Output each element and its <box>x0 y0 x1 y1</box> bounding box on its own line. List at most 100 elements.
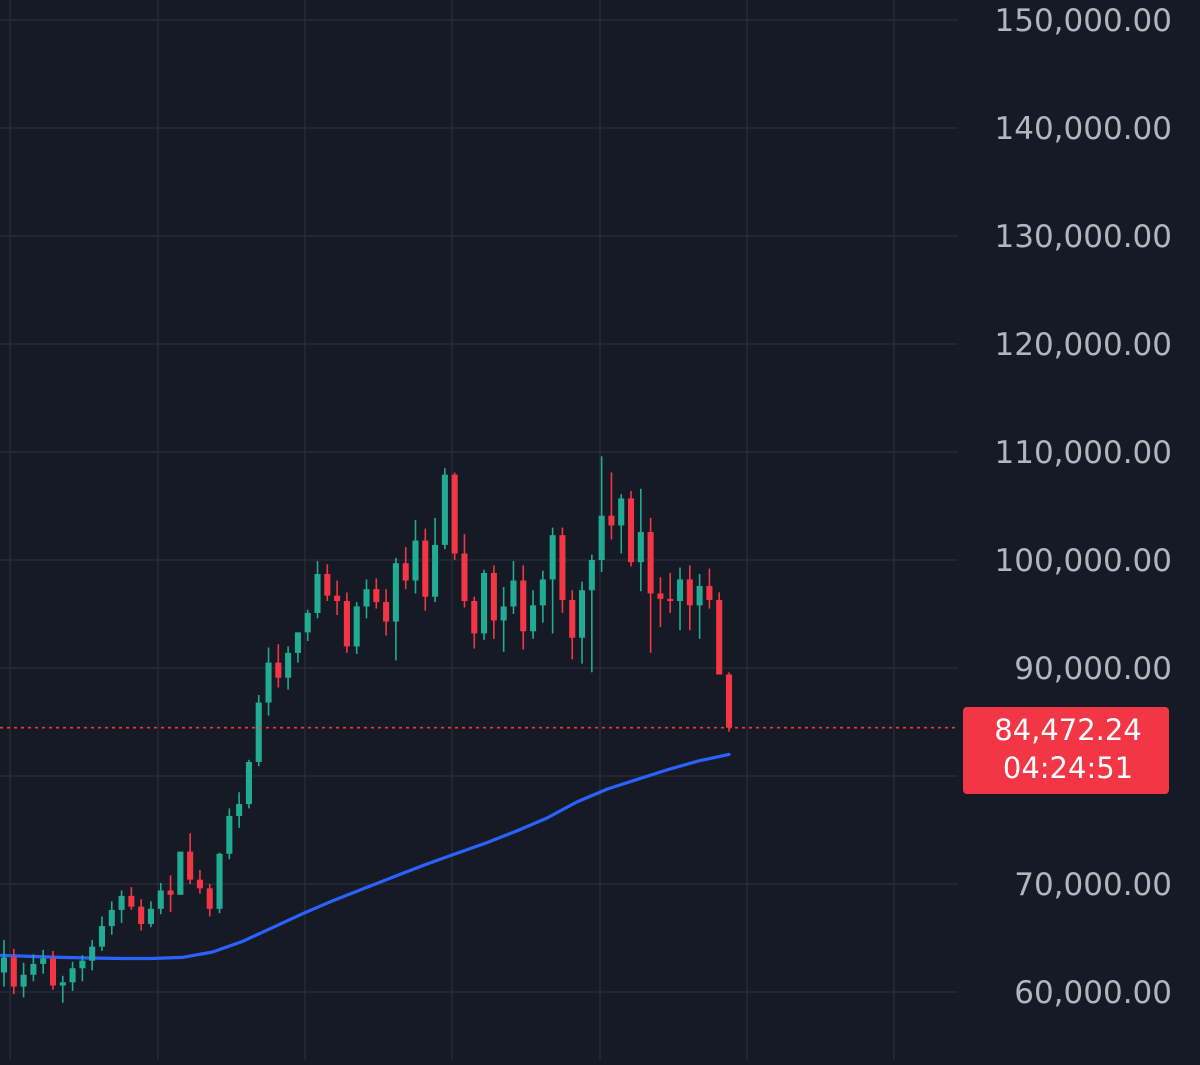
candle <box>549 527 556 634</box>
candle <box>285 646 292 690</box>
candle <box>265 647 272 716</box>
candle <box>471 596 478 649</box>
candle-body <box>196 879 203 889</box>
candle-body <box>373 589 380 603</box>
candle-body <box>0 957 8 973</box>
candle <box>627 490 635 567</box>
candle <box>157 882 164 915</box>
candle <box>59 975 66 1003</box>
candle <box>167 875 174 913</box>
moving-average-line <box>0 752 731 961</box>
candle-body <box>579 590 586 638</box>
candle-body <box>353 606 360 647</box>
candle-body <box>343 601 350 647</box>
candle <box>686 565 693 631</box>
candle <box>30 954 37 982</box>
candle-body <box>471 601 478 634</box>
candle-body <box>725 674 733 728</box>
candle-body <box>696 585 703 606</box>
candle <box>49 950 57 990</box>
candle <box>706 568 713 609</box>
candle-body <box>206 888 213 909</box>
candle <box>373 578 380 609</box>
candle-body <box>187 851 194 880</box>
candle-body <box>138 906 145 924</box>
candle <box>608 472 615 540</box>
candle-body <box>89 946 96 961</box>
candle-body <box>334 595 341 602</box>
candle <box>236 792 243 828</box>
candle-body <box>226 815 233 854</box>
candle-body <box>657 593 664 599</box>
candle <box>588 554 595 673</box>
candle-body <box>559 535 566 600</box>
candle <box>40 949 47 974</box>
candle-body <box>30 963 37 975</box>
candle <box>441 468 448 550</box>
candle <box>657 577 664 627</box>
candle-body <box>245 761 252 805</box>
candle-body <box>432 544 439 597</box>
y-tick-label: 70,000.00 <box>1014 867 1172 903</box>
candle-body <box>706 585 713 600</box>
candle-body <box>49 958 57 986</box>
candle-body <box>314 574 321 613</box>
candle-body <box>157 890 164 909</box>
candle <box>10 948 17 995</box>
candle-body <box>177 851 184 895</box>
candle-body <box>236 804 243 816</box>
candle-body <box>128 895 135 907</box>
candles <box>0 456 733 1003</box>
candle <box>481 569 488 640</box>
candle-body <box>422 540 429 597</box>
candle <box>402 547 409 590</box>
candle <box>69 961 76 991</box>
candle <box>334 580 341 616</box>
candle <box>520 565 527 650</box>
candle <box>676 567 684 631</box>
candle-body <box>216 853 223 909</box>
candle-body <box>618 498 625 526</box>
candle-body <box>598 515 605 560</box>
candle <box>618 494 625 554</box>
bar-countdown: 04:24:51 <box>1003 751 1133 785</box>
candle-body <box>520 580 527 632</box>
candle-body <box>108 909 115 927</box>
candle-body <box>275 662 282 678</box>
price-axis[interactable]: 60,000.00 70,000.00 90,000.00 100,000.00 110… <box>995 3 1173 1011</box>
candle <box>20 962 27 998</box>
candle-body <box>549 535 556 580</box>
candle <box>490 565 497 639</box>
candle <box>637 488 644 592</box>
candle <box>294 632 301 663</box>
candle-body <box>530 605 537 632</box>
candle <box>422 528 429 611</box>
candle <box>343 592 350 653</box>
candle <box>383 589 390 636</box>
candle <box>451 472 458 560</box>
candle <box>412 520 419 594</box>
candle-body <box>676 579 684 602</box>
candle-body <box>69 968 76 983</box>
candle <box>392 557 399 661</box>
candle <box>579 581 586 664</box>
candle-body <box>285 652 292 678</box>
candle-body <box>461 553 468 602</box>
candle-body <box>402 563 409 581</box>
candle-body <box>539 579 546 606</box>
candle-body <box>608 515 615 526</box>
y-tick-label: 150,000.00 <box>995 3 1173 39</box>
candle <box>118 890 125 923</box>
candle-body <box>265 662 272 703</box>
candle-body <box>510 580 517 607</box>
candle <box>461 534 468 608</box>
candle-body <box>10 957 17 987</box>
candle <box>353 602 360 654</box>
candle <box>696 574 703 639</box>
candle-body <box>647 531 654 594</box>
y-tick-label: 100,000.00 <box>995 543 1173 579</box>
last-price-label: 84,472.24 04:24:51 <box>963 707 1169 794</box>
moving-average <box>0 752 731 961</box>
